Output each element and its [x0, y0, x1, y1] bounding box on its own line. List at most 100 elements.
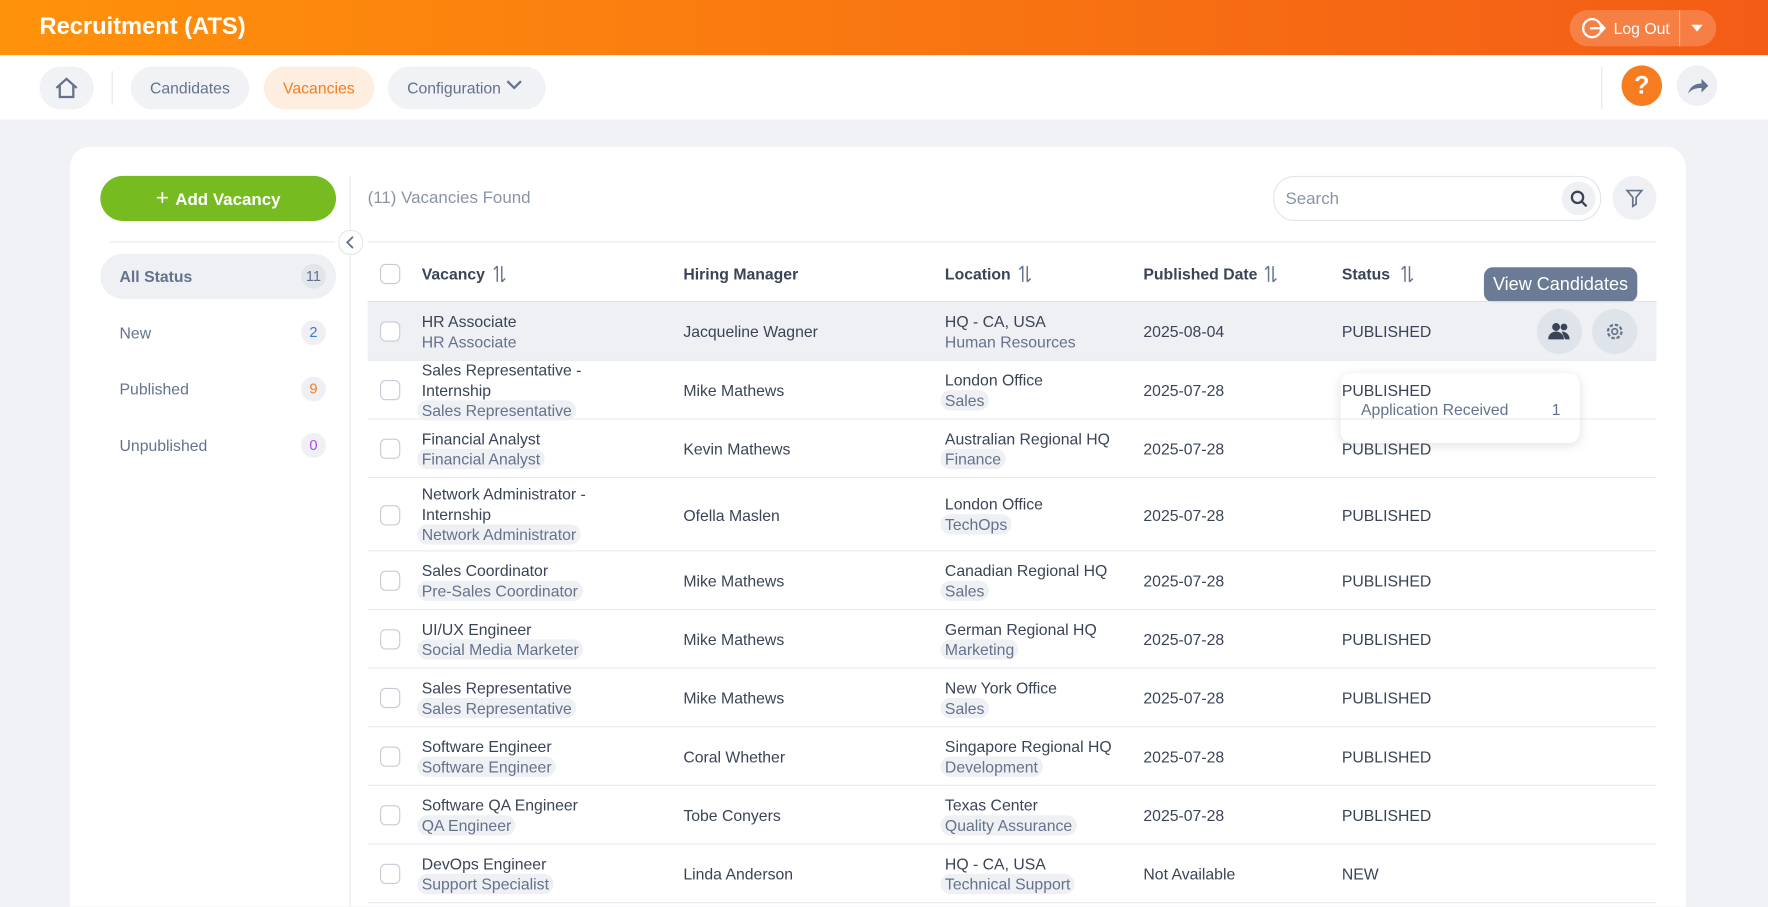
status: PUBLISHED — [1341, 571, 1432, 590]
location-cell: HQ - CA, USA Technical Support — [940, 853, 1075, 894]
column-header[interactable]: Vacancy — [421, 264, 485, 284]
department-tag: Marketing — [940, 638, 1019, 660]
department: Human Resources — [940, 330, 1081, 352]
people-icon — [1548, 323, 1570, 340]
job-title-tag: Support Specialist — [417, 873, 554, 894]
department-tag: Sales — [940, 389, 989, 410]
header-divider — [367, 301, 1657, 303]
location: New York Office — [944, 678, 1057, 697]
job-title-tag: QA Engineer — [417, 814, 516, 835]
row-checkbox[interactable] — [380, 380, 401, 401]
filter-button[interactable] — [1612, 175, 1657, 220]
vacancy-cell: Sales Representative - Internship Sales R… — [417, 359, 648, 421]
location-cell: German Regional HQ Marketing — [940, 618, 1097, 660]
search-box[interactable]: Search — [1273, 175, 1602, 222]
vacancy-title: UI/UX Engineer — [421, 619, 532, 638]
help-button[interactable]: ? — [1621, 65, 1663, 106]
filter-label: Unpublished — [119, 436, 208, 455]
sort-icon[interactable] — [493, 264, 507, 284]
row-checkbox[interactable] — [380, 321, 401, 342]
department-tag: Quality Assurance — [940, 814, 1077, 835]
app-title: Recruitment (ATS) — [39, 13, 246, 40]
column-header[interactable]: Hiring Manager — [683, 264, 799, 284]
nav-configuration[interactable]: Configuration — [387, 66, 547, 110]
vacancy-cell: Software Engineer Software Engineer — [417, 736, 648, 777]
vacancy-cell: UI/UX Engineer Social Media Marketer — [417, 618, 648, 660]
add-vacancy-button[interactable]: + Add Vacancy — [100, 175, 337, 222]
department-tag: Finance — [940, 448, 1006, 469]
column-header[interactable]: Location — [944, 264, 1011, 284]
vacancy-subtitle: HR Associate — [417, 330, 648, 352]
popup-label: Application Received — [1361, 400, 1509, 419]
published-date: Not Available — [1143, 864, 1236, 883]
column-header[interactable]: Status — [1341, 264, 1391, 284]
row-checkbox[interactable] — [380, 629, 401, 650]
vacancy-subtitle: Financial Analyst — [417, 448, 648, 469]
vacancy-cell: Sales Representative Sales Representative — [417, 677, 648, 718]
department-tag: Sales — [940, 580, 989, 601]
vacancy-title: HR Associate — [421, 311, 517, 330]
row-checkbox[interactable] — [380, 438, 401, 459]
status-filter[interactable]: New 2 — [100, 310, 336, 355]
nav-vacancies[interactable]: Vacancies — [263, 66, 374, 110]
vacancy-subtitle: Sales Representative — [417, 697, 648, 718]
select-all-checkbox[interactable] — [380, 263, 401, 285]
chevron-left — [346, 236, 354, 249]
results-count: (11) Vacancies Found — [367, 188, 531, 208]
share-button[interactable] — [1676, 65, 1718, 106]
filter-icon — [1625, 189, 1644, 208]
status-filter[interactable]: Unpublished 0 — [100, 423, 336, 468]
published-date: 2025-07-28 — [1143, 747, 1225, 766]
home-button[interactable] — [39, 66, 94, 110]
filter-count: 2 — [301, 320, 326, 346]
nav-candidates[interactable]: Candidates — [130, 66, 250, 110]
logout-button[interactable]: Log Out — [1569, 10, 1717, 47]
divider — [109, 241, 335, 243]
hiring-manager: Jacqueline Wagner — [683, 322, 818, 341]
status: PUBLISHED — [1341, 505, 1432, 524]
divider — [367, 241, 1657, 243]
sort-icon[interactable] — [1400, 264, 1414, 284]
add-label: Add Vacancy — [175, 190, 281, 210]
search-button[interactable] — [1561, 181, 1596, 216]
published-date: 2025-07-28 — [1143, 806, 1225, 825]
row-checkbox[interactable] — [380, 746, 401, 767]
hiring-manager: Tobe Conyers — [683, 806, 781, 825]
job-title-tag: Network Administrator — [417, 524, 581, 545]
hiring-manager: Ofella Maslen — [683, 505, 780, 524]
status-filter[interactable]: Published 9 — [100, 366, 336, 411]
table-row: Sales Coordinator Pre-Sales Coordinator Mi… — [367, 551, 1657, 611]
row-checkbox[interactable] — [380, 504, 401, 525]
collapse-button[interactable] — [338, 230, 364, 255]
department: Quality Assurance — [940, 814, 1077, 835]
vacancy-subtitle: Sales Representative — [417, 399, 648, 421]
hiring-manager: Mike Mathews — [683, 571, 785, 590]
status: PUBLISHED — [1341, 630, 1432, 649]
filter-count: 9 — [301, 376, 326, 402]
job-title-tag: Sales Representative — [417, 399, 577, 421]
published-date: 2025-07-28 — [1143, 688, 1225, 708]
location: London Office — [944, 370, 1043, 389]
row-checkbox[interactable] — [380, 570, 401, 591]
sidebar-divider — [349, 175, 351, 907]
hiring-manager: Mike Mathews — [683, 688, 785, 708]
row-checkbox[interactable] — [380, 687, 401, 709]
department-tag: Technical Support — [940, 873, 1075, 894]
vacancy-cell: Network Administrator - Internship Networ… — [417, 484, 648, 545]
sort-icon[interactable] — [1018, 264, 1032, 284]
location-cell: London Office TechOps — [940, 494, 1043, 535]
view-candidates-button[interactable] — [1536, 308, 1583, 355]
published-date: 2025-07-28 — [1143, 571, 1225, 590]
settings-button[interactable] — [1592, 308, 1638, 355]
table-row: Financial Analyst Financial Analyst Kevin … — [367, 419, 1657, 479]
column-header[interactable]: Published Date — [1143, 264, 1258, 284]
filter-label: Published — [119, 380, 189, 399]
row-checkbox[interactable] — [380, 863, 401, 885]
status-filter[interactable]: All Status 11 — [100, 253, 337, 299]
sort-icon[interactable] — [1264, 264, 1278, 284]
row-checkbox[interactable] — [380, 805, 401, 826]
vacancy-title: Sales Representative - Internship — [421, 360, 582, 399]
published-date: 2025-07-28 — [1143, 630, 1225, 649]
